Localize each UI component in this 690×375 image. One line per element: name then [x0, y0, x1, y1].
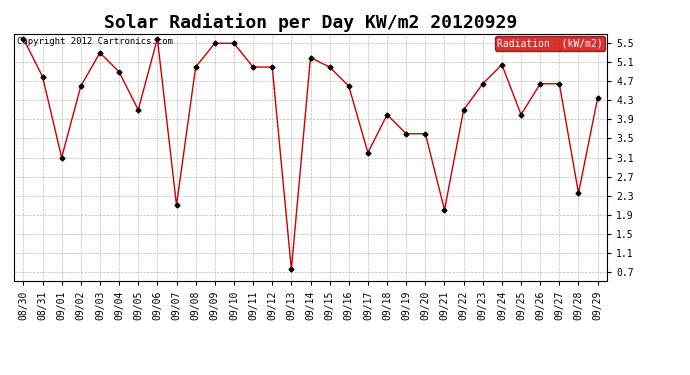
Legend: Radiation  (kW/m2): Radiation (kW/m2) [495, 36, 605, 51]
Title: Solar Radiation per Day KW/m2 20120929: Solar Radiation per Day KW/m2 20120929 [104, 13, 517, 32]
Text: Copyright 2012 Cartronics.com: Copyright 2012 Cartronics.com [17, 38, 172, 46]
